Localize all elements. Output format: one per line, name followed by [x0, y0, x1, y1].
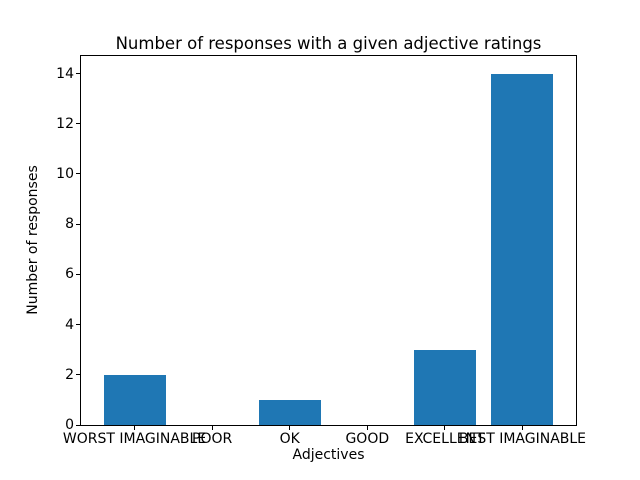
x-tick-label: POOR — [192, 431, 233, 447]
y-tick-mark — [76, 73, 80, 75]
bar — [413, 349, 476, 425]
x-tick-label: BEST IMAGINABLE — [458, 431, 587, 447]
y-tick-mark — [76, 123, 80, 125]
y-tick-mark — [76, 374, 80, 376]
x-tick-mark — [366, 426, 368, 430]
y-tick-label: 10 — [56, 165, 74, 182]
y-tick-label: 8 — [65, 216, 74, 233]
x-axis-label: Adjectives — [292, 447, 365, 463]
y-tick-mark — [76, 223, 80, 225]
plot-area — [76, 55, 577, 430]
y-tick-mark — [76, 324, 80, 326]
y-tick-label: 12 — [56, 115, 74, 132]
y-tick-mark — [76, 173, 80, 175]
y-axis-label: Number of responses — [25, 165, 41, 315]
y-tick-label: 14 — [56, 65, 74, 82]
x-tick-label: OK — [279, 431, 300, 447]
x-tick-mark — [289, 426, 291, 430]
bar — [491, 73, 554, 425]
bar — [103, 374, 166, 425]
bar — [258, 399, 321, 425]
y-tick-mark — [76, 273, 80, 275]
y-tick-label: 0 — [65, 417, 74, 433]
x-tick-label: EXCELLENT — [405, 431, 485, 447]
x-tick-mark — [444, 426, 446, 430]
x-tick-mark — [521, 426, 523, 430]
x-tick-mark — [134, 426, 136, 430]
x-tick-mark — [211, 426, 213, 430]
x-tick-label: GOOD — [345, 431, 390, 447]
y-tick-label: 6 — [65, 266, 74, 283]
y-tick-mark — [76, 424, 80, 426]
y-tick-label: 4 — [65, 316, 74, 333]
chart-title: Number of responses with a given adjecti… — [115, 34, 542, 53]
y-tick-label: 2 — [65, 366, 74, 383]
x-tick-label: WORST IMAGINABLE — [62, 431, 207, 447]
